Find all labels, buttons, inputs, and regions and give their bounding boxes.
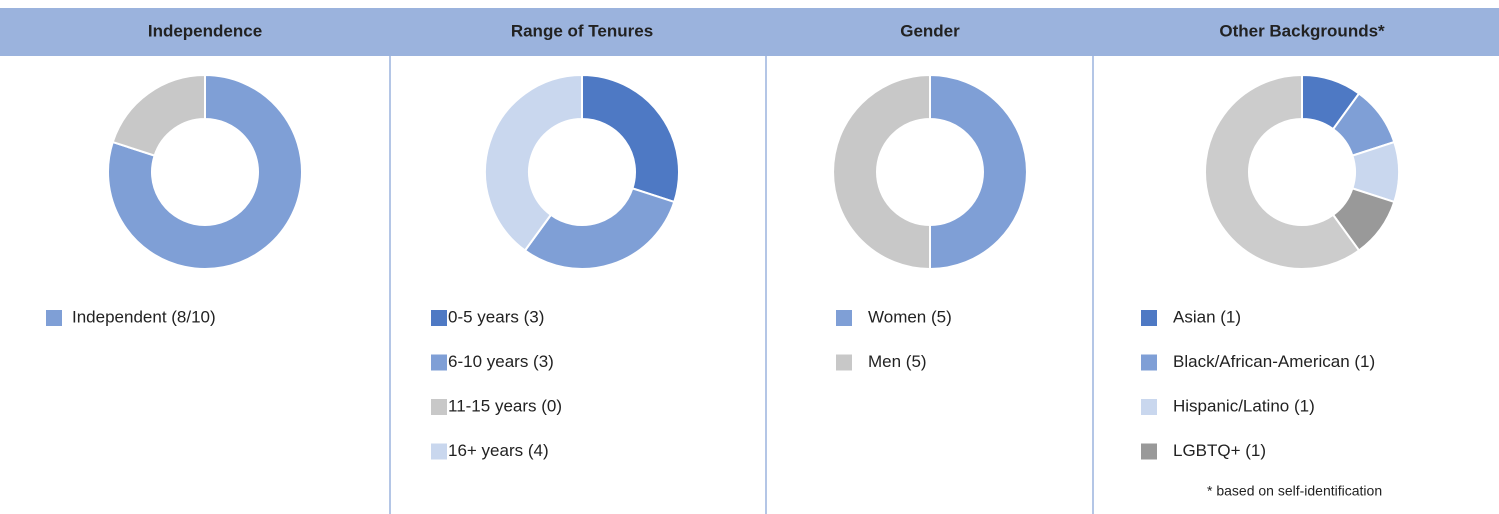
legend-swatch [1141,443,1157,460]
legend-label: 0-5 years (3) [448,307,544,326]
legend-swatch [431,399,447,415]
legend-swatch [836,354,852,371]
donut-slice [832,73,931,271]
legend-swatch [431,443,447,460]
legend-label: LGBTQ+ (1) [1173,441,1266,460]
legend-label: Black/African-American (1) [1173,352,1375,371]
legend-swatch [1141,310,1157,326]
legend-label: Hispanic/Latino (1) [1173,396,1315,415]
chart-title: Other Backgrounds* [1219,21,1385,40]
legend-label: 11-15 years (0) [448,396,562,415]
donut-slice [1204,73,1361,270]
donut-slice [581,73,680,204]
footnote: * based on self-identification [1207,483,1382,499]
legend-label: Independent (8/10) [72,307,216,326]
legend-swatch [46,310,62,326]
chart-title: Independence [148,21,262,40]
donut-slice [523,187,676,270]
legend-swatch [836,310,852,326]
legend-label: Men (5) [868,352,927,371]
legend-label: 6-10 years (3) [448,352,554,371]
header-band [0,8,1499,56]
donut-slice [484,73,583,252]
legend-label: 16+ years (4) [448,441,549,460]
legend-label: Women (5) [868,307,952,326]
donut-slice [111,73,206,157]
legend-swatch [431,310,447,326]
legend-swatch [1141,399,1157,415]
chart-title: Gender [900,21,960,40]
donut-slice [107,73,303,270]
chart-title: Range of Tenures [511,21,653,40]
legend-swatch [1141,354,1157,371]
donut-slice [929,73,1028,271]
legend-label: Asian (1) [1173,307,1241,326]
legend-swatch [431,354,447,371]
